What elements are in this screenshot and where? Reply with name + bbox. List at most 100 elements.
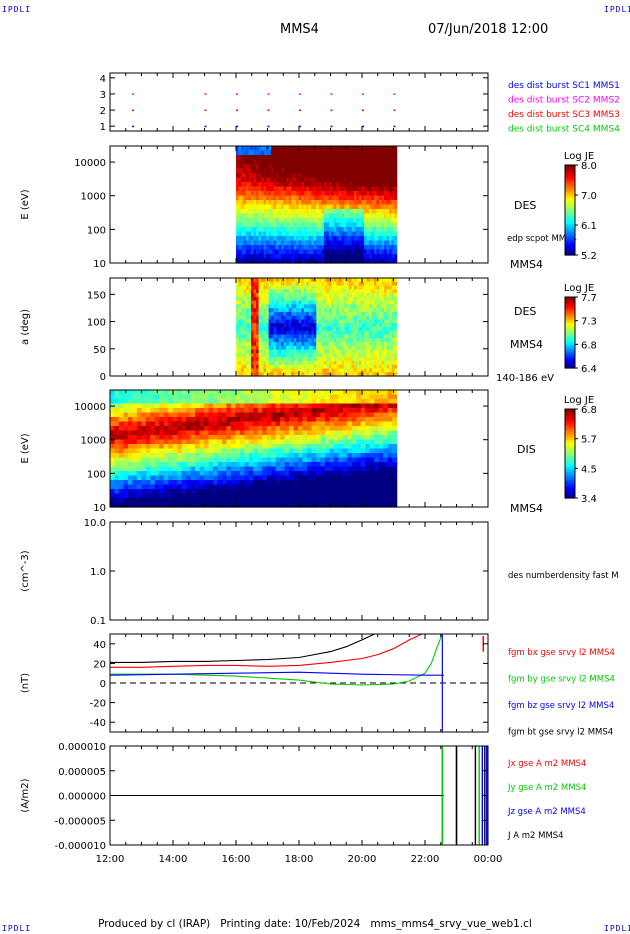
heatmap-cell [381, 342, 385, 347]
heatmap-cell [321, 240, 325, 246]
heatmap-cell [311, 364, 315, 370]
heatmap-cell [213, 444, 219, 450]
heatmap-cell [238, 334, 242, 339]
heatmap-cell [389, 334, 393, 339]
heatmap-cell [348, 155, 353, 161]
heatmap-cell [381, 254, 385, 260]
heatmap-cell [328, 218, 332, 224]
heatmap-cell [257, 448, 263, 454]
burst-mark [362, 125, 364, 128]
heatmap-cell [278, 308, 282, 313]
heatmap-cell [298, 421, 304, 427]
heatmap-cell [361, 368, 365, 373]
heatmap-cell [376, 254, 380, 260]
heatmap-cell [348, 231, 353, 237]
colorbar-title: Log JE [564, 151, 594, 162]
heatmap-cell [326, 353, 330, 358]
heatmap-cell [286, 342, 290, 347]
heatmap-cell [226, 394, 232, 400]
heatmap-cell [316, 245, 320, 251]
heatmap-cell [374, 150, 378, 156]
heatmap-cell [369, 249, 373, 255]
heatmap-cell [318, 182, 322, 188]
heatmap-cell [136, 403, 142, 409]
heatmap-cell [266, 308, 270, 313]
heatmap-cell [366, 289, 370, 294]
heatmap-cell [318, 209, 322, 215]
heatmap-cell [343, 293, 348, 298]
heatmap-cell [208, 480, 214, 486]
heatmap-cell [221, 453, 228, 459]
heatmap-cell [302, 489, 308, 495]
heatmap-cell [110, 475, 116, 481]
heatmap-cell [266, 285, 270, 290]
heatmap-cell [150, 390, 156, 396]
heatmap-cell [114, 502, 120, 508]
heatmap-cell [341, 204, 345, 210]
heatmap-cell [213, 426, 219, 432]
heatmap-cell [276, 164, 280, 170]
heatmap-cell [320, 426, 326, 432]
heatmap-cell [293, 327, 297, 332]
heatmap-cell [293, 498, 299, 504]
heatmap-cell [248, 399, 254, 405]
heatmap-cell [381, 304, 385, 309]
heatmap-cell [389, 245, 393, 251]
heatmap-cell [381, 245, 385, 251]
heatmap-cell [376, 231, 380, 237]
heatmap-cell [386, 227, 390, 233]
heatmap-cell [391, 159, 395, 165]
heatmap-cell [168, 493, 174, 499]
heatmap-cell [358, 360, 363, 366]
heatmap-cell [190, 480, 196, 486]
heatmap-cell [341, 319, 345, 324]
heatmap-cell [190, 430, 196, 436]
heatmap-cell [318, 254, 322, 260]
heatmap-cell [226, 466, 232, 472]
heatmap-cell [374, 200, 378, 206]
heatmap-cell [281, 300, 285, 305]
heatmap-cell [301, 315, 305, 321]
heatmap-cell [241, 245, 245, 251]
heatmap-cell [374, 308, 378, 313]
heatmap-cell [199, 399, 205, 405]
heatmap-cell [251, 330, 255, 336]
heatmap-cell [199, 417, 205, 423]
heatmap-cell [358, 222, 363, 228]
heatmap-cell [293, 296, 297, 302]
heatmap-cell [208, 462, 214, 468]
heatmap-cell [236, 213, 240, 219]
heatmap-cell [313, 236, 317, 242]
heatmap-cell [268, 308, 272, 313]
heatmap-cell [296, 177, 300, 183]
heatmap-cell [343, 349, 348, 354]
heatmap-cell [394, 285, 398, 290]
heatmap-cell [238, 289, 242, 294]
heatmap-cell [273, 164, 277, 170]
heatmap-cell [384, 236, 388, 242]
heatmap-cell [364, 349, 368, 354]
heatmap-cell [213, 417, 219, 423]
heatmap-cell [303, 345, 307, 351]
heatmap-cell [262, 417, 268, 423]
heatmap-cell [145, 439, 151, 445]
heatmap-cell [238, 249, 242, 255]
heatmap-cell [289, 403, 295, 409]
heatmap-cell [316, 353, 320, 358]
heatmap-cell [316, 390, 322, 396]
heatmap-cell [263, 213, 267, 219]
heatmap-cell [358, 240, 363, 246]
spacecraft-label: MMS4 [510, 258, 543, 271]
heatmap-cell [301, 240, 305, 246]
heatmap-cell [306, 357, 310, 362]
heatmap-cell [271, 368, 275, 373]
heatmap-cell [298, 364, 302, 370]
heatmap-cell [248, 168, 252, 174]
heatmap-cell [238, 349, 242, 354]
heatmap-cell [356, 186, 360, 192]
heatmap-cell [273, 278, 277, 283]
heatmap-cell [364, 293, 368, 298]
heatmap-cell [366, 334, 370, 339]
heatmap-cell [190, 435, 196, 441]
heatmap-cell [253, 493, 259, 499]
